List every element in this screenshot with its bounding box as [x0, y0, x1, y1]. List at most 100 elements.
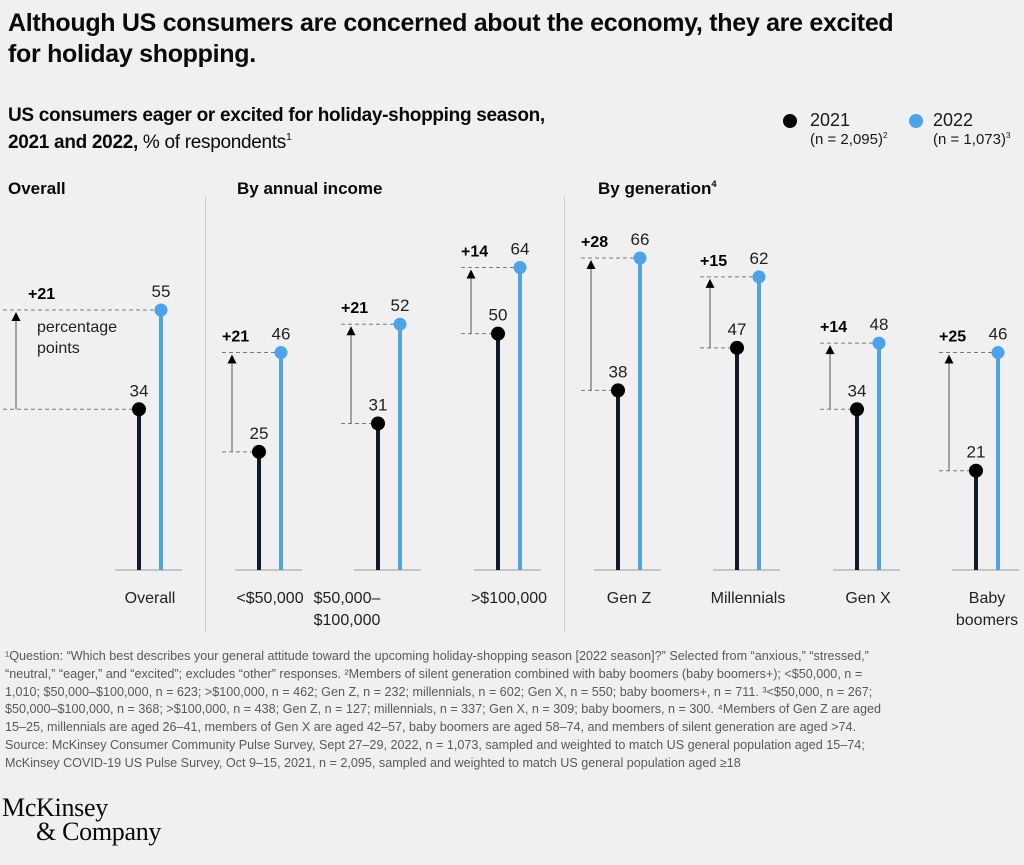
- value-label-2021: 50: [489, 306, 508, 325]
- legend-sample-size: (n = 1,073)3: [933, 131, 1011, 149]
- source-line: Source: McKinsey Consumer Community Puls…: [5, 737, 865, 752]
- arrow-up-icon: [825, 345, 835, 355]
- chart-subtitle-unit: % of respondents: [137, 132, 287, 153]
- dot-2021: [371, 416, 385, 431]
- headline: Although US consumers are concerned abou…: [8, 8, 894, 70]
- dot-2022: [872, 336, 886, 350]
- dot-2021: [969, 463, 983, 478]
- change-label: +25: [939, 329, 966, 346]
- change-label: +14: [461, 243, 488, 260]
- dot-2022: [274, 346, 288, 360]
- value-label-2021: 34: [130, 381, 149, 400]
- value-label-2022: 62: [750, 249, 769, 268]
- category-group: 34 48 +14 Gen X: [820, 315, 900, 607]
- chart-subtitle-years: 2021 and 2022,: [8, 132, 138, 153]
- footnote-marker: 2: [882, 130, 888, 140]
- dot-2022: [393, 317, 407, 331]
- category-label: boomers: [956, 612, 1018, 629]
- footnote-marker: 3: [1005, 130, 1011, 140]
- category-group: 47 62 +15 Millennials: [700, 249, 785, 607]
- section-title-generation: By generation4: [598, 179, 717, 199]
- change-label: +28: [581, 234, 608, 251]
- category-group: 38 66 +28 Gen Z: [581, 230, 661, 607]
- headline-line: for holiday shopping.: [8, 40, 256, 68]
- value-label-2021: 25: [250, 424, 269, 443]
- dot-2021: [730, 340, 744, 355]
- dot-2021: [132, 402, 146, 417]
- footnote-line: ¹Question: “Which best describes your ge…: [5, 649, 869, 663]
- value-label-2022: 52: [391, 296, 410, 315]
- category-group: 21 46 +25 Baby boomers: [939, 325, 1019, 629]
- dot-2021: [252, 444, 266, 459]
- chart-subtitle-line: 2021 and 2022, % of respondents1: [8, 129, 545, 156]
- legend-label: 2022: [933, 110, 974, 130]
- arrow-up-icon: [346, 326, 356, 336]
- logo-line: & Company: [36, 817, 162, 846]
- value-label-2022: 46: [989, 325, 1008, 344]
- category-label: Gen Z: [607, 590, 652, 607]
- section-title-text: By annual income: [237, 179, 383, 198]
- section-divider: [564, 196, 565, 633]
- annotation-percentage-points: percentage: [37, 319, 117, 336]
- category-label: Overall: [125, 590, 176, 607]
- logo-line: McKinsey: [2, 793, 108, 822]
- category-group: 34 55 +21 Overall percentage points: [3, 282, 182, 607]
- change-label: +21: [28, 286, 55, 303]
- value-label-2021: 31: [369, 395, 388, 414]
- value-label-2022: 55: [152, 282, 171, 301]
- value-label-2021: 47: [728, 320, 747, 339]
- dot-2021: [491, 326, 505, 341]
- source-line: McKinsey COVID-19 US Pulse Survey, Oct 9…: [5, 755, 741, 770]
- dot-2021: [850, 402, 864, 417]
- section-title-text: By generation: [598, 179, 712, 198]
- category-label: >$100,000: [471, 590, 547, 607]
- category-label: $100,000: [314, 612, 381, 629]
- arrow-up-icon: [586, 260, 596, 270]
- footnote-line: $50,000–$100,000, n = 368; >$100,000, n …: [5, 702, 882, 717]
- arrow-up-icon: [944, 354, 954, 364]
- footnote-marker: 4: [711, 179, 717, 189]
- category-label: $50,000–: [314, 590, 381, 607]
- arrow-up-icon: [466, 269, 476, 279]
- arrow-up-icon: [11, 312, 21, 322]
- category-label: <$50,000: [236, 590, 303, 607]
- category-group: 25 46 +21 <$50,000: [222, 325, 304, 607]
- legend-sample-size: (n = 2,095)2: [810, 131, 888, 149]
- change-label: +21: [341, 300, 368, 317]
- category-label: Gen X: [845, 590, 891, 607]
- value-label-2022: 66: [631, 230, 650, 249]
- annotation-percentage-points: points: [37, 340, 80, 357]
- dot-2022: [991, 346, 1005, 360]
- section-divider: [205, 196, 206, 633]
- dot-2022: [752, 270, 766, 284]
- change-label: +14: [820, 319, 847, 336]
- legend-n-text: (n = 1,073): [933, 131, 1006, 148]
- dot-2022: [633, 251, 647, 265]
- footnotes: ¹Question: “Which best describes your ge…: [5, 648, 881, 773]
- dot-2022: [513, 260, 527, 274]
- section-title-text: Overall: [8, 179, 66, 198]
- arrow-up-icon: [227, 354, 237, 364]
- legend-n-text: (n = 2,095): [810, 131, 883, 148]
- dot-2022: [154, 303, 168, 317]
- category-label: Millennials: [711, 590, 786, 607]
- change-label: +15: [700, 253, 727, 270]
- dot-2021: [611, 383, 625, 398]
- footnote-line: 15–25, millennials are aged 26–41, membe…: [5, 720, 856, 735]
- value-label-2022: 64: [511, 239, 530, 258]
- section-title-income: By annual income: [237, 179, 382, 199]
- footnote-marker: 1: [286, 132, 292, 144]
- legend-dot-2022-icon: [909, 114, 923, 128]
- legend-label: 2021: [810, 110, 851, 130]
- change-label: +21: [222, 329, 249, 346]
- arrow-up-icon: [705, 278, 715, 288]
- chart-subtitle-line: US consumers eager or excited for holida…: [8, 105, 545, 126]
- value-label-2021: 21: [967, 443, 986, 462]
- category-group: 50 64 +14 >$100,000: [461, 239, 547, 607]
- value-label-2022: 48: [870, 315, 889, 334]
- mckinsey-logo: McKinsey & Company: [2, 793, 162, 846]
- value-label-2022: 46: [272, 325, 291, 344]
- category-label: Baby: [969, 590, 1005, 607]
- footnote-line: 1,010; $50,000–$100,000, n = 623; >$100,…: [5, 684, 873, 699]
